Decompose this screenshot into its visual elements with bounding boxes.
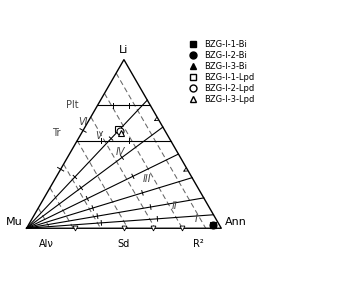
Text: Tr: Tr	[52, 128, 60, 138]
Text: VI: VI	[78, 117, 88, 127]
Text: I: I	[194, 214, 198, 224]
Text: Sd: Sd	[118, 239, 130, 249]
Text: Ann: Ann	[225, 217, 247, 227]
Legend: BZG-I-1-Bi, BZG-I-2-Bi, BZG-I-3-Bi, BZG-I-1-Lpd, BZG-I-2-Lpd, BZG-I-3-Lpd: BZG-I-1-Bi, BZG-I-2-Bi, BZG-I-3-Bi, BZG-…	[185, 39, 255, 104]
Text: R²: R²	[193, 239, 203, 249]
Text: Alν: Alν	[38, 239, 53, 249]
Text: II: II	[172, 201, 177, 211]
Text: IV: IV	[115, 147, 125, 157]
Text: Mu: Mu	[6, 217, 23, 227]
Text: Li: Li	[119, 45, 129, 55]
Text: V: V	[95, 131, 102, 141]
Text: Plt: Plt	[66, 100, 79, 110]
Text: III: III	[143, 174, 152, 184]
